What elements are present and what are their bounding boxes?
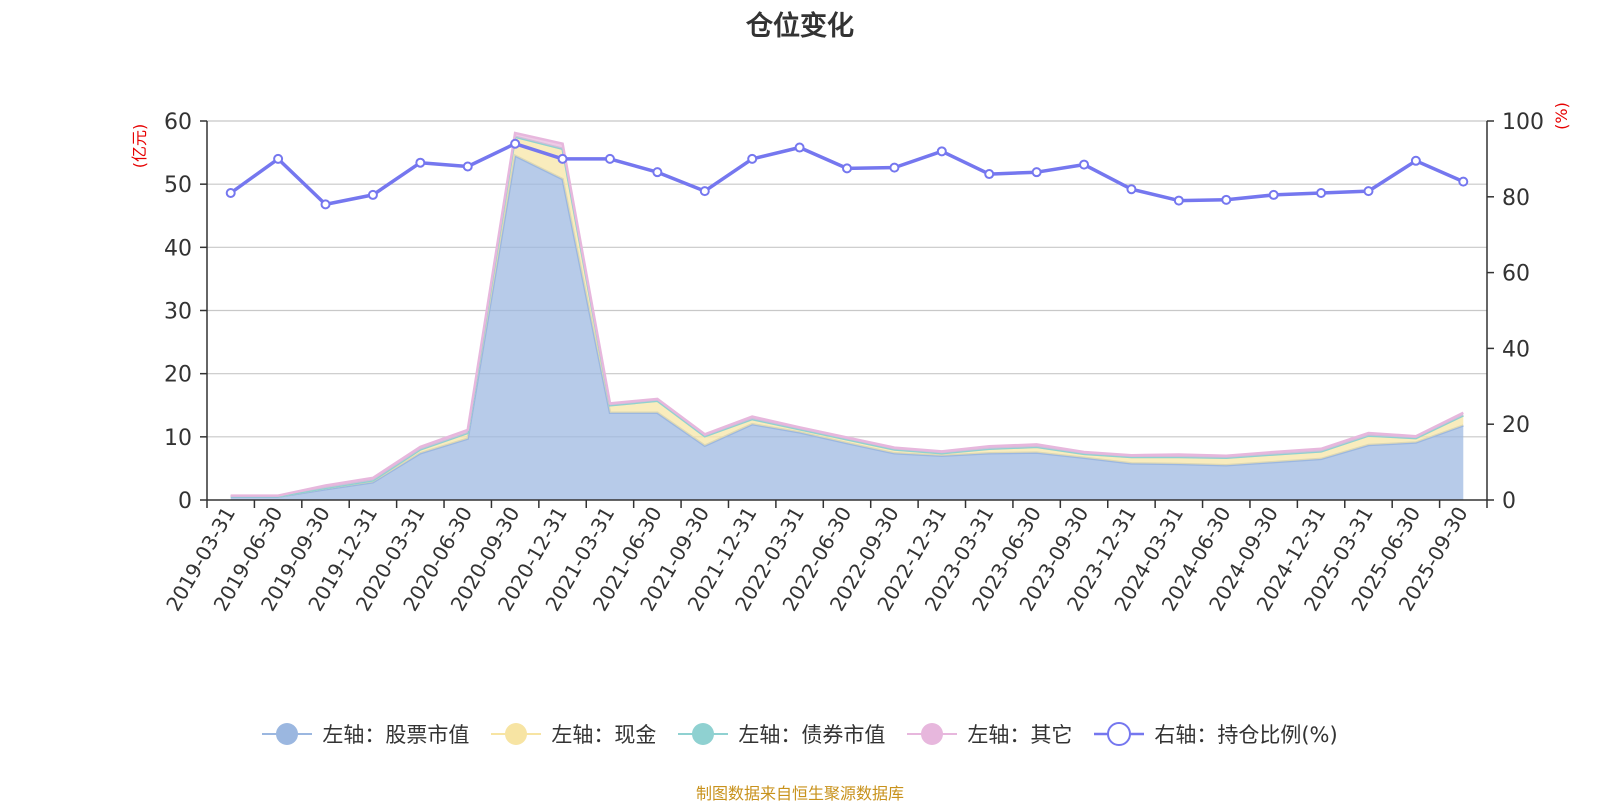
holding-ratio-point [984, 169, 995, 180]
line-layer [225, 138, 1469, 210]
holding-ratio-point [747, 153, 758, 164]
holding-ratio-point [794, 142, 805, 153]
holding-ratio-point [225, 188, 236, 199]
source-note: 制图数据来自恒生聚源数据库 [695, 784, 904, 803]
right-axis-tick-label: 40 [1502, 337, 1530, 362]
holding-ratio-point [415, 157, 426, 168]
holding-ratio-point [1410, 155, 1421, 166]
holding-ratio-point [842, 163, 852, 174]
holding-ratio-point [652, 167, 663, 178]
holding-ratio-point [367, 189, 378, 200]
legend: 左轴：股票市值 左轴：现金 左轴：债券市值 左轴：其它 右轴：持仓比例(%) [0, 719, 1600, 749]
grid-layer [207, 120, 1487, 438]
legend-symbol-icon [262, 723, 313, 745]
right-axis-tick-label: 20 [1502, 413, 1530, 438]
holding-ratio-point [1173, 195, 1184, 206]
holding-ratio-point [320, 199, 331, 210]
holding-ratio-point [510, 138, 521, 149]
legend-symbol-icon [491, 723, 542, 745]
legend-symbol-icon [907, 723, 958, 745]
holding-ratio-point [1126, 184, 1137, 195]
left-axis-unit: (亿元) [130, 124, 149, 169]
holding-ratio-point [604, 153, 615, 164]
holding-ratio-point [1268, 189, 1279, 200]
right-axis-tick-label: 0 [1502, 489, 1516, 514]
left-axis-tick-label: 40 [164, 236, 192, 261]
area-layer [230, 131, 1464, 500]
holding-ratio-point [936, 146, 947, 157]
right-axis-tick-label: 100 [1502, 110, 1544, 135]
legend-item[interactable]: 左轴：其它 [907, 719, 1072, 749]
legend-label: 左轴：债券市值 [738, 723, 886, 747]
area-左轴：股票市值 [230, 155, 1464, 500]
holding-ratio-point [889, 162, 900, 173]
legend-symbol-icon [1094, 722, 1145, 746]
left-axis-tick-label: 50 [164, 173, 192, 198]
holding-ratio-point [1221, 194, 1232, 205]
left-axis-tick-label: 0 [178, 489, 192, 514]
holding-ratio-point [1316, 188, 1327, 199]
chart-title: 仓位变化 [746, 11, 854, 42]
right-axis-unit: (%) [1552, 102, 1571, 130]
legend-item[interactable]: 左轴：股票市值 [262, 719, 469, 749]
legend-item[interactable]: 右轴：持仓比例(%) [1094, 719, 1338, 749]
area-左轴：现金 [230, 136, 1464, 497]
legend-item[interactable]: 左轴：债券市值 [678, 719, 885, 749]
holding-ratio-point [273, 153, 284, 164]
legend-item[interactable]: 左轴：现金 [491, 719, 656, 749]
left-axis-tick-label: 60 [164, 110, 192, 135]
axis-layer: 01020304050600204060801002019-03-312019-… [161, 110, 1544, 615]
holding-ratio-point [1363, 186, 1374, 197]
right-axis-tick-label: 60 [1502, 262, 1530, 287]
holding-ratio-point [462, 161, 473, 172]
left-axis-tick-label: 30 [164, 300, 192, 325]
holding-ratio-point [1458, 176, 1469, 187]
area-edge-左轴：其它 [230, 131, 1464, 497]
holding-ratio-point [699, 186, 710, 197]
legend-symbol-icon [678, 723, 729, 745]
holding-ratio-point [1079, 159, 1090, 170]
holding-ratio-point [557, 153, 568, 164]
right-axis-tick-label: 80 [1502, 186, 1530, 211]
legend-label: 左轴：现金 [551, 723, 657, 747]
legend-label: 左轴：其它 [967, 723, 1073, 747]
left-axis-tick-label: 20 [164, 363, 192, 388]
left-axis-tick-label: 10 [164, 426, 192, 451]
legend-label: 左轴：股票市值 [322, 723, 470, 747]
position-change-chart: 01020304050600204060801002019-03-312019-… [130, 102, 1571, 615]
legend-label: 右轴：持仓比例(%) [1154, 723, 1338, 747]
holding-ratio-point [1031, 167, 1042, 178]
